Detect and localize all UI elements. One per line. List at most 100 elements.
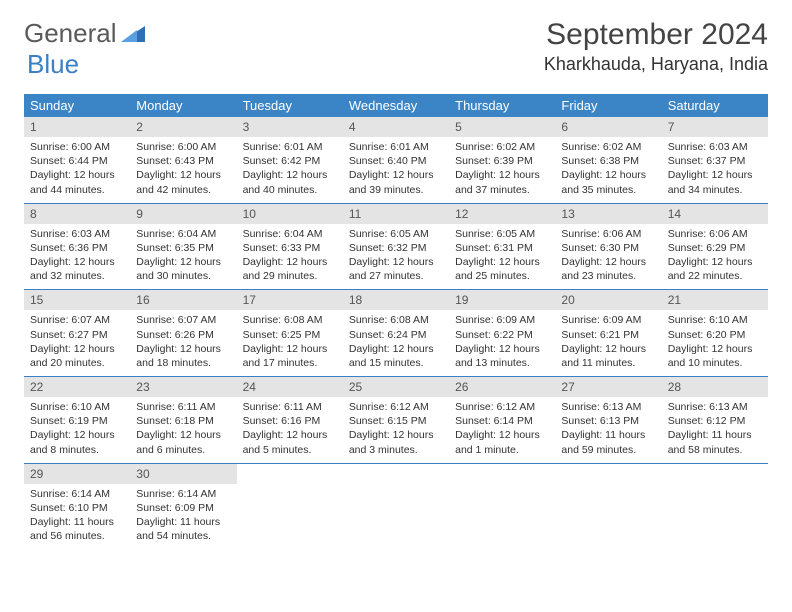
day-details: Sunrise: 6:03 AMSunset: 6:36 PMDaylight:…: [24, 224, 130, 290]
day-details: Sunrise: 6:10 AMSunset: 6:20 PMDaylight:…: [662, 310, 768, 376]
day-details: Sunrise: 6:10 AMSunset: 6:19 PMDaylight:…: [24, 397, 130, 463]
day-details: Sunrise: 6:01 AMSunset: 6:40 PMDaylight:…: [343, 137, 449, 203]
calendar-week-row: 22Sunrise: 6:10 AMSunset: 6:19 PMDayligh…: [24, 377, 768, 464]
day-number: 7: [662, 117, 768, 137]
day-number: 27: [555, 377, 661, 397]
day-number: 18: [343, 290, 449, 310]
calendar-day-cell: 21Sunrise: 6:10 AMSunset: 6:20 PMDayligh…: [662, 290, 768, 377]
calendar-day-cell: 6Sunrise: 6:02 AMSunset: 6:38 PMDaylight…: [555, 117, 661, 203]
calendar-day-cell: 8Sunrise: 6:03 AMSunset: 6:36 PMDaylight…: [24, 203, 130, 290]
calendar-day-cell: 16Sunrise: 6:07 AMSunset: 6:26 PMDayligh…: [130, 290, 236, 377]
day-details: Sunrise: 6:12 AMSunset: 6:15 PMDaylight:…: [343, 397, 449, 463]
day-number: 17: [237, 290, 343, 310]
day-details: Sunrise: 6:08 AMSunset: 6:24 PMDaylight:…: [343, 310, 449, 376]
day-number: 26: [449, 377, 555, 397]
calendar-day-cell: 24Sunrise: 6:11 AMSunset: 6:16 PMDayligh…: [237, 377, 343, 464]
day-details: Sunrise: 6:11 AMSunset: 6:16 PMDaylight:…: [237, 397, 343, 463]
title-block: September 2024 Kharkhauda, Haryana, Indi…: [544, 18, 768, 75]
calendar-table: SundayMondayTuesdayWednesdayThursdayFrid…: [24, 94, 768, 549]
day-number: 2: [130, 117, 236, 137]
calendar-day-cell: [449, 463, 555, 549]
day-number: 28: [662, 377, 768, 397]
day-details: Sunrise: 6:06 AMSunset: 6:30 PMDaylight:…: [555, 224, 661, 290]
day-details: Sunrise: 6:00 AMSunset: 6:43 PMDaylight:…: [130, 137, 236, 203]
day-details: Sunrise: 6:08 AMSunset: 6:25 PMDaylight:…: [237, 310, 343, 376]
day-details: Sunrise: 6:06 AMSunset: 6:29 PMDaylight:…: [662, 224, 768, 290]
day-number: 24: [237, 377, 343, 397]
day-details: Sunrise: 6:05 AMSunset: 6:32 PMDaylight:…: [343, 224, 449, 290]
day-details: Sunrise: 6:14 AMSunset: 6:09 PMDaylight:…: [130, 484, 236, 550]
weekday-header: Friday: [555, 94, 661, 117]
calendar-day-cell: 28Sunrise: 6:13 AMSunset: 6:12 PMDayligh…: [662, 377, 768, 464]
brand-word1: General: [24, 18, 117, 49]
calendar-day-cell: 25Sunrise: 6:12 AMSunset: 6:15 PMDayligh…: [343, 377, 449, 464]
calendar-day-cell: 23Sunrise: 6:11 AMSunset: 6:18 PMDayligh…: [130, 377, 236, 464]
day-number: 29: [24, 464, 130, 484]
day-details: Sunrise: 6:07 AMSunset: 6:27 PMDaylight:…: [24, 310, 130, 376]
calendar-day-cell: 10Sunrise: 6:04 AMSunset: 6:33 PMDayligh…: [237, 203, 343, 290]
day-number: 20: [555, 290, 661, 310]
day-details: Sunrise: 6:12 AMSunset: 6:14 PMDaylight:…: [449, 397, 555, 463]
day-number: 5: [449, 117, 555, 137]
day-details: Sunrise: 6:09 AMSunset: 6:22 PMDaylight:…: [449, 310, 555, 376]
day-details: Sunrise: 6:14 AMSunset: 6:10 PMDaylight:…: [24, 484, 130, 550]
calendar-day-cell: [343, 463, 449, 549]
calendar-day-cell: 3Sunrise: 6:01 AMSunset: 6:42 PMDaylight…: [237, 117, 343, 203]
calendar-day-cell: 18Sunrise: 6:08 AMSunset: 6:24 PMDayligh…: [343, 290, 449, 377]
calendar-day-cell: 13Sunrise: 6:06 AMSunset: 6:30 PMDayligh…: [555, 203, 661, 290]
day-details: Sunrise: 6:13 AMSunset: 6:13 PMDaylight:…: [555, 397, 661, 463]
location-text: Kharkhauda, Haryana, India: [544, 54, 768, 75]
weekday-header: Tuesday: [237, 94, 343, 117]
calendar-day-cell: 9Sunrise: 6:04 AMSunset: 6:35 PMDaylight…: [130, 203, 236, 290]
weekday-header: Thursday: [449, 94, 555, 117]
month-title: September 2024: [544, 18, 768, 52]
day-number: 21: [662, 290, 768, 310]
day-details: Sunrise: 6:03 AMSunset: 6:37 PMDaylight:…: [662, 137, 768, 203]
day-number: 23: [130, 377, 236, 397]
day-details: Sunrise: 6:02 AMSunset: 6:38 PMDaylight:…: [555, 137, 661, 203]
day-details: Sunrise: 6:07 AMSunset: 6:26 PMDaylight:…: [130, 310, 236, 376]
day-number: 14: [662, 204, 768, 224]
weekday-header: Sunday: [24, 94, 130, 117]
calendar-day-cell: 30Sunrise: 6:14 AMSunset: 6:09 PMDayligh…: [130, 463, 236, 549]
day-number: 9: [130, 204, 236, 224]
calendar-day-cell: 2Sunrise: 6:00 AMSunset: 6:43 PMDaylight…: [130, 117, 236, 203]
calendar-day-cell: 29Sunrise: 6:14 AMSunset: 6:10 PMDayligh…: [24, 463, 130, 549]
day-details: Sunrise: 6:00 AMSunset: 6:44 PMDaylight:…: [24, 137, 130, 203]
calendar-day-cell: 5Sunrise: 6:02 AMSunset: 6:39 PMDaylight…: [449, 117, 555, 203]
calendar-day-cell: [555, 463, 661, 549]
calendar-day-cell: 27Sunrise: 6:13 AMSunset: 6:13 PMDayligh…: [555, 377, 661, 464]
day-number: 12: [449, 204, 555, 224]
calendar-week-row: 8Sunrise: 6:03 AMSunset: 6:36 PMDaylight…: [24, 203, 768, 290]
calendar-day-cell: 7Sunrise: 6:03 AMSunset: 6:37 PMDaylight…: [662, 117, 768, 203]
calendar-day-cell: 12Sunrise: 6:05 AMSunset: 6:31 PMDayligh…: [449, 203, 555, 290]
day-details: Sunrise: 6:04 AMSunset: 6:35 PMDaylight:…: [130, 224, 236, 290]
calendar-week-row: 1Sunrise: 6:00 AMSunset: 6:44 PMDaylight…: [24, 117, 768, 203]
day-number: 1: [24, 117, 130, 137]
calendar-day-cell: 15Sunrise: 6:07 AMSunset: 6:27 PMDayligh…: [24, 290, 130, 377]
calendar-day-cell: 4Sunrise: 6:01 AMSunset: 6:40 PMDaylight…: [343, 117, 449, 203]
brand-logo: General: [24, 18, 149, 49]
day-number: 19: [449, 290, 555, 310]
day-number: 8: [24, 204, 130, 224]
calendar-header-row: SundayMondayTuesdayWednesdayThursdayFrid…: [24, 94, 768, 117]
day-number: 6: [555, 117, 661, 137]
calendar-day-cell: 14Sunrise: 6:06 AMSunset: 6:29 PMDayligh…: [662, 203, 768, 290]
calendar-body: 1Sunrise: 6:00 AMSunset: 6:44 PMDaylight…: [24, 117, 768, 549]
calendar-week-row: 29Sunrise: 6:14 AMSunset: 6:10 PMDayligh…: [24, 463, 768, 549]
day-number: 3: [237, 117, 343, 137]
calendar-day-cell: [662, 463, 768, 549]
day-number: 16: [130, 290, 236, 310]
calendar-day-cell: 17Sunrise: 6:08 AMSunset: 6:25 PMDayligh…: [237, 290, 343, 377]
calendar-week-row: 15Sunrise: 6:07 AMSunset: 6:27 PMDayligh…: [24, 290, 768, 377]
day-details: Sunrise: 6:13 AMSunset: 6:12 PMDaylight:…: [662, 397, 768, 463]
calendar-day-cell: 19Sunrise: 6:09 AMSunset: 6:22 PMDayligh…: [449, 290, 555, 377]
day-number: 11: [343, 204, 449, 224]
day-details: Sunrise: 6:05 AMSunset: 6:31 PMDaylight:…: [449, 224, 555, 290]
day-details: Sunrise: 6:02 AMSunset: 6:39 PMDaylight:…: [449, 137, 555, 203]
day-number: 10: [237, 204, 343, 224]
calendar-day-cell: 26Sunrise: 6:12 AMSunset: 6:14 PMDayligh…: [449, 377, 555, 464]
weekday-header: Monday: [130, 94, 236, 117]
brand-word2: Blue: [27, 49, 79, 79]
calendar-day-cell: [237, 463, 343, 549]
